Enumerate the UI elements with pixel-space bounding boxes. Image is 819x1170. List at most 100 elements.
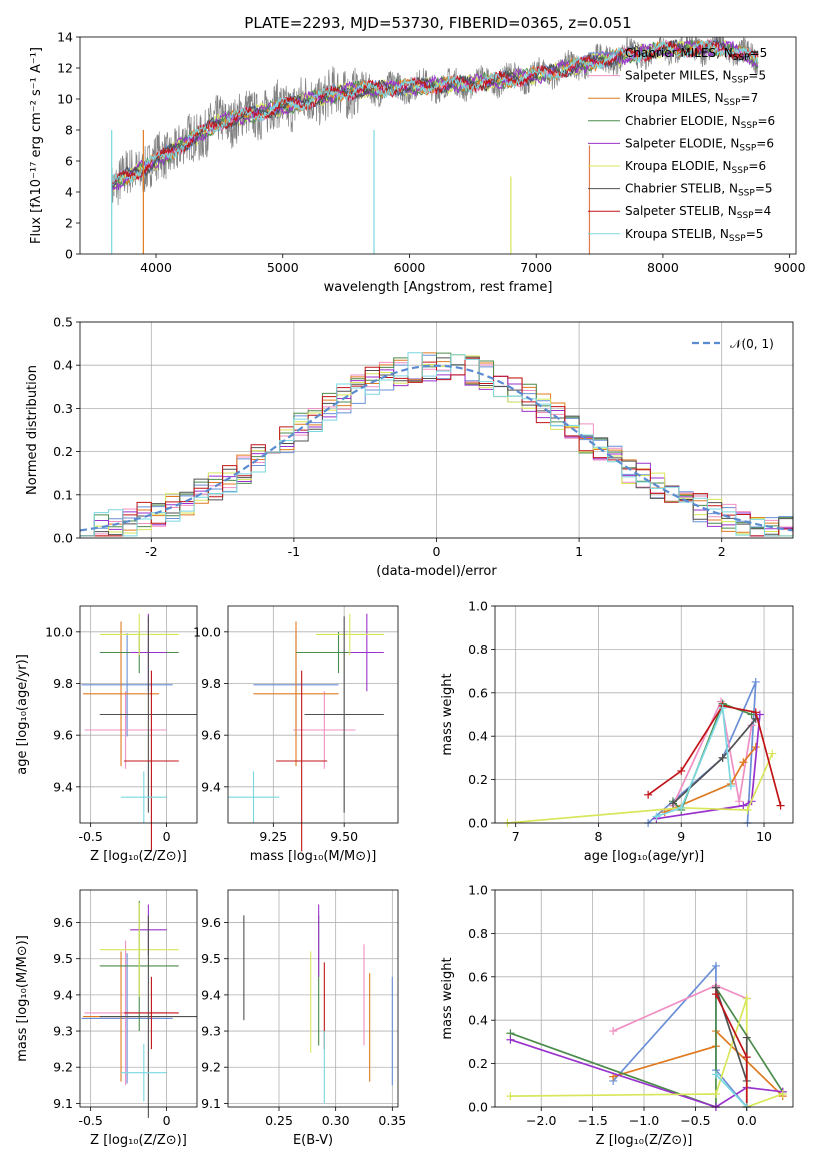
y-tick-label: 10.0	[45, 624, 73, 639]
x-tick-label: 0	[163, 829, 171, 844]
legend-label: Kroupa MILES, N	[625, 91, 724, 105]
y-tick-label: 9.4	[53, 987, 73, 1002]
legend-entry: Salpeter MILES, NSSP=5	[625, 69, 766, 86]
legend-label: Kroupa ELODIE, N	[625, 159, 732, 173]
axes-age_vs_Z: -0.5 0 9.4 9.6 9.8 10.0 Z [log₁₀(Z/Z⊙)] age [lo…	[15, 605, 198, 864]
y-tick-label: 9.6	[53, 728, 73, 743]
weight-marker	[644, 790, 653, 799]
weight-marker	[677, 766, 686, 775]
y-axis-label: Normed distribution	[25, 365, 40, 495]
legend-sub: SSP	[724, 98, 741, 108]
x-tick-label: 8	[594, 829, 602, 844]
legend-entry: Chabrier ELODIE, NSSP=6	[625, 114, 775, 131]
axes-frame	[227, 889, 399, 1108]
y-tick-label: 10.0	[193, 624, 221, 639]
legend-entry: Salpeter STELIB, NSSP=4	[625, 204, 771, 221]
y-tick-label: 9.5	[53, 951, 73, 966]
legend-sub: SSP	[729, 234, 746, 244]
weight-marker	[711, 1070, 720, 1079]
axes-frame	[79, 321, 794, 539]
y-tick-label: 0.2	[53, 444, 73, 459]
legend-tail: =6	[748, 159, 766, 173]
x-tick-label: −1.5	[577, 1113, 607, 1128]
x-tick-label: 1	[575, 544, 583, 559]
axes-frame	[227, 605, 399, 824]
weight-series-7	[644, 701, 785, 810]
legend-tail: =6	[757, 114, 775, 128]
axes-frame	[494, 605, 794, 824]
x-tick-label: 6000	[394, 260, 426, 275]
y-tick-label: 9.6	[201, 728, 221, 743]
axes-age_vs_mass: 9.25 9.50 9.4 9.6 9.8 10.0 mass [log₁₀(M/M⊙)]	[193, 605, 399, 864]
y-axis-label: mass [log₁₀(M/M⊙)]	[15, 935, 30, 1062]
errorbar-point	[99, 613, 179, 656]
x-axis-label: Z [log₁₀(Z/Z⊙)]	[596, 1133, 693, 1148]
y-tick-label: 14	[57, 30, 73, 45]
legend-sub: SSP	[739, 143, 756, 153]
y-tick-label: 9.1	[53, 1096, 73, 1111]
legend-gaussian-label: 𝒩(0, 1)	[730, 337, 774, 351]
x-tick-label: 5000	[267, 260, 299, 275]
x-tick-label: 9000	[774, 260, 806, 275]
legend-label: Chabrier ELODIE, N	[625, 114, 741, 128]
y-tick-label: 0.1	[53, 487, 73, 502]
plot-area	[506, 961, 787, 1111]
x-axis-label: mass [log₁₀(M/M⊙)]	[250, 849, 377, 864]
x-axis-label: Z [log₁₀(Z/Z⊙)]	[90, 1133, 187, 1148]
y-tick-label: 0.6	[468, 969, 488, 984]
legend: Chabrier MILES, NSSP=5 Salpeter MILES, NS…	[588, 46, 775, 244]
weight-marker	[609, 1027, 618, 1036]
x-axis-label: (data-model)/error	[376, 564, 497, 579]
y-tick-label: 1.0	[468, 599, 488, 614]
y-tick-label: 0.0	[468, 816, 488, 831]
y-tick-label: 8	[65, 123, 73, 138]
errorbar-point	[228, 771, 279, 823]
x-tick-label: 4000	[140, 260, 172, 275]
weight-marker	[778, 1089, 787, 1098]
errorbar-point	[124, 976, 179, 1050]
legend-entry: Chabrier MILES, NSSP=5	[625, 46, 767, 63]
legend-tail: =6	[756, 136, 774, 150]
legend-label: Chabrier MILES, N	[625, 46, 733, 60]
x-tick-label: 0	[163, 1113, 171, 1128]
gaussian-curve	[79, 364, 794, 532]
y-tick-label: 9.3	[53, 1024, 73, 1039]
legend-label: Kroupa STELIB, N	[625, 227, 729, 241]
y-tick-label: 0.4	[468, 1013, 488, 1028]
plot-area	[81, 613, 197, 852]
weight-marker	[751, 708, 760, 717]
x-tick-label: -0.5	[78, 1113, 102, 1128]
y-tick-label: 9.6	[53, 915, 73, 930]
errorbar-point	[84, 691, 167, 769]
plot-area	[503, 677, 785, 827]
y-tick-label: 9.4	[53, 779, 73, 794]
x-tick-label: 2	[718, 544, 726, 559]
errorbar-point	[315, 613, 384, 656]
y-tick-label: 9.2	[53, 1060, 73, 1075]
errorbar-point	[99, 902, 179, 997]
errorbar-point	[276, 670, 328, 852]
y-tick-label: 6	[65, 154, 73, 169]
weight-marker	[742, 1033, 751, 1042]
y-tick-label: 1.0	[468, 883, 488, 898]
y-tick-label: 10	[57, 92, 73, 107]
legend-label: Salpeter STELIB, N	[625, 204, 737, 218]
weight-series-0	[644, 677, 760, 827]
x-tick-label: -2	[145, 544, 157, 559]
weight-marker	[776, 801, 785, 810]
weight-line	[672, 698, 753, 806]
weight-line	[715, 1073, 748, 1108]
legend-entry: Kroupa MILES, NSSP=7	[625, 91, 758, 108]
x-tick-label: 0.35	[378, 1113, 406, 1128]
y-tick-label: 0.8	[468, 642, 488, 657]
x-tick-label: −1.0	[629, 1113, 659, 1128]
axes-mass_vs_Z: -0.5 0 9.1 9.2 9.3 9.4 9.5 9.6 Z [log₁₀(Z/Z⊙)] ma…	[15, 889, 198, 1148]
errorbar-point	[304, 616, 384, 813]
weight-line	[612, 984, 748, 1032]
weight-marker	[751, 677, 760, 686]
x-tick-label: 0	[433, 544, 441, 559]
x-tick-label: 0.25	[265, 1113, 293, 1128]
y-axis-label: age [log₁₀(age/yr)]	[15, 654, 30, 775]
x-tick-label: 9	[677, 829, 685, 844]
weight-marker	[743, 805, 752, 814]
